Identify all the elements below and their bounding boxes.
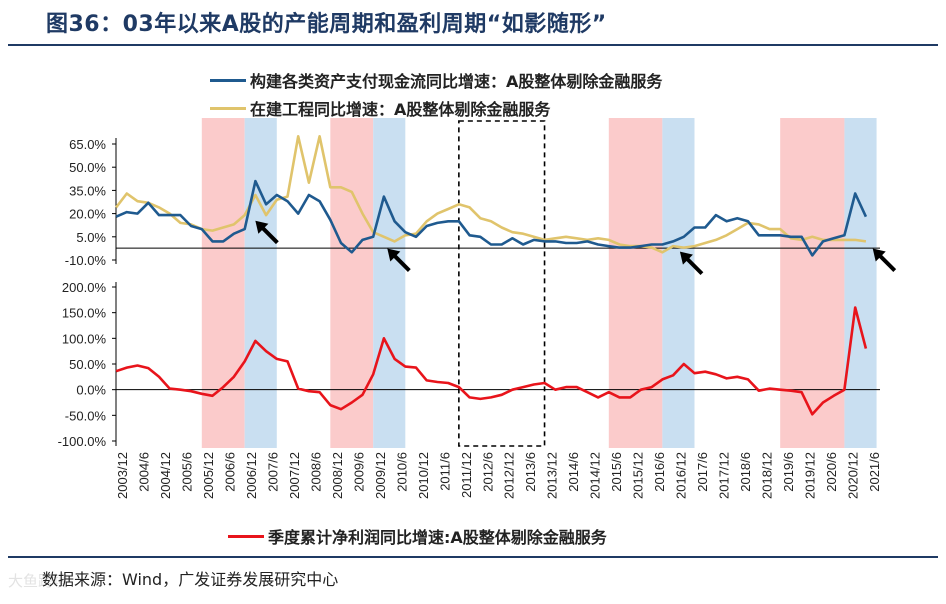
x-tick-label: 2020/6 [824,452,839,492]
x-tick-label: 2008/12 [330,452,345,499]
x-tick-label: 2007/6 [265,452,280,492]
bottom-y-tick-label: -100.0% [58,434,107,449]
top-y-tick-label: 65.0% [69,137,106,152]
x-tick-label: 2012/6 [480,452,495,492]
shaded-region-5 [662,118,695,448]
shaded-region-3 [373,118,406,448]
legend-label-profit: 季度累计净利润同比增速:A股整体剔除金融服务 [268,528,607,547]
x-tick-label: 2017/6 [695,452,710,492]
top-y-tick-label: 5.0% [76,230,106,245]
x-tick-label: 2008/6 [308,452,323,492]
x-tick-label: 2013/6 [523,452,538,492]
x-tick-label: 2003/12 [115,452,130,499]
x-tick-label: 2005/6 [179,452,194,492]
legend-item-construction: 在建工程同比增速：A股整体剔除金融服务 [210,94,662,122]
bottom-y-tick-label: -50.0% [65,408,107,423]
series-lines [115,135,868,416]
legend-swatch-profit [228,534,264,538]
x-tick-label: 2011/6 [437,452,452,491]
top-y-tick-label: -10.0% [65,253,107,268]
source-rule [8,556,938,558]
shaded-regions [201,118,877,448]
chart-title: 图36：03年以来A股的产能周期和盈利周期“如影随形” [46,12,607,37]
series-line-construction [115,135,867,254]
shaded-region-6 [780,118,845,448]
x-tick-label: 2016/6 [652,452,667,492]
annotation-arrow-1 [387,248,411,272]
series-line-profit [115,306,868,416]
x-tick-label: 2013/12 [545,452,560,499]
x-tick-label: 2007/12 [287,452,302,499]
legend-label-construction: 在建工程同比增速：A股整体剔除金融服务 [250,100,551,119]
x-tick-label: 2005/12 [201,452,216,499]
x-tick-label: 2015/12 [631,452,646,499]
x-tick-label: 2012/12 [502,452,517,499]
x-tick-label: 2006/12 [244,452,259,499]
x-tick-label: 2010/12 [416,452,431,499]
source-note: 数据来源：Wind，广发证券发展研究中心 [42,570,339,589]
top-y-ticks: 65.0% 50.0% 35.0% 20.0% 5.0% -10.0% [65,137,116,268]
annotation-arrow-3 [872,248,897,272]
annotation-arrows [255,220,897,276]
x-tick-label: 2016/12 [674,452,689,499]
shaded-region-0 [201,118,245,448]
legend-item-profit: 季度累计净利润同比增速:A股整体剔除金融服务 [228,522,607,550]
x-tick-label: 2017/12 [717,452,732,499]
x-tick-label: 2014/6 [566,452,581,492]
x-tick-label: 2021/6 [867,452,882,492]
x-tick-label: 2019/6 [781,452,796,492]
dashed-box-rect [458,120,546,447]
legend-bottom: 季度累计净利润同比增速:A股整体剔除金融服务 [228,522,607,550]
x-tick-label: 2019/12 [803,452,818,499]
shaded-region-2 [330,118,374,448]
bottom-y-tick-label: 150.0% [62,306,107,321]
x-tick-label: 2006/6 [222,452,237,492]
x-tick-label: 2004/6 [136,452,151,492]
x-tick-label: 2004/12 [158,452,173,499]
shaded-region-7 [844,118,877,448]
shaded-region-1 [244,118,277,448]
annotation-arrow-2 [679,251,704,276]
legend-item-cashflow: 构建各类资产支付现金流同比增速：A股整体剔除金融服务 [210,66,662,94]
bottom-y-tick-label: 200.0% [62,280,107,295]
x-tick-label: 2014/12 [588,452,603,499]
annotation-arrow-0 [255,220,279,245]
bottom-y-tick-label: 100.0% [62,331,107,346]
legend-swatch-construction [210,106,246,110]
x-tick-labels: 2003/12 2004/6 2004/12 2005/6 2005/12 2006/6 2… [115,452,882,499]
x-tick-label: 2018/12 [760,452,775,499]
legend-top: 构建各类资产支付现金流同比增速：A股整体剔除金融服务 在建工程同比增速：A股整体… [210,66,662,122]
x-tick-label: 2010/6 [394,452,409,492]
x-tick-label: 2018/6 [738,452,753,492]
x-tick-label: 2009/6 [351,452,366,492]
legend-swatch-cashflow [210,78,246,82]
dashed-box [458,120,546,447]
x-tick-label: 2020/12 [846,452,861,499]
bottom-y-tick-label: 0.0% [76,383,106,398]
watermark: 大鱼跨境 [8,572,69,590]
x-tick-label: 2011/12 [459,452,474,498]
title-rule [8,44,938,46]
x-tick-label: 2015/6 [609,452,624,492]
bottom-y-tick-label: 50.0% [69,357,106,372]
series-line-cashflow [115,179,868,257]
legend-label-cashflow: 构建各类资产支付现金流同比增速：A股整体剔除金融服务 [250,72,663,91]
top-y-tick-label: 35.0% [69,183,106,198]
top-y-tick-label: 50.0% [69,160,106,175]
top-y-tick-label: 20.0% [69,207,106,222]
bottom-y-ticks: 200.0% 150.0% 100.0% 50.0% 0.0% -50.0% -100.0% [58,280,116,449]
x-tick-label: 2009/12 [373,452,388,499]
shaded-region-4 [608,118,663,448]
